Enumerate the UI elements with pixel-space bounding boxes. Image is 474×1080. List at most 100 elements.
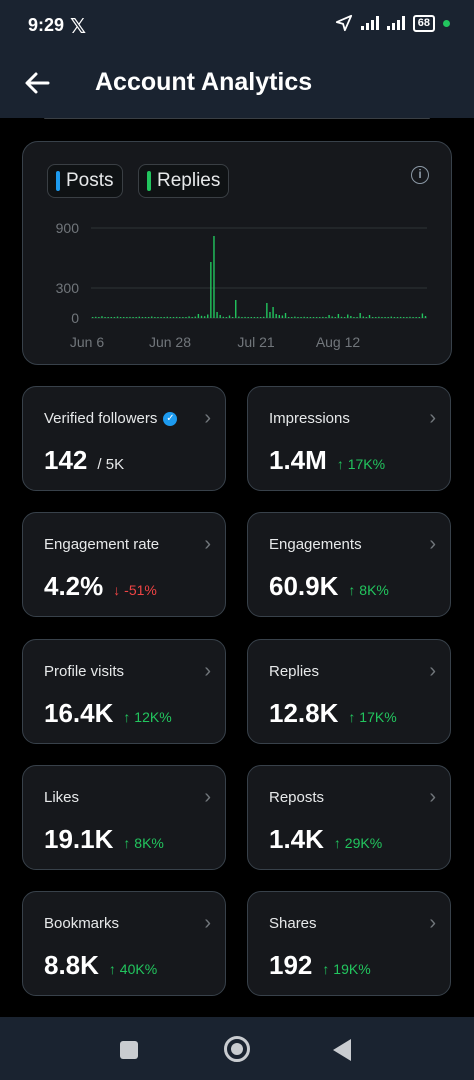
metric-change: ↑ 40K% <box>108 961 158 977</box>
replies-bar <box>175 316 178 318</box>
replies-bar <box>231 317 234 318</box>
metric-label-text: Likes <box>44 789 80 806</box>
metric-change: ↑ 17K% <box>336 456 386 472</box>
home-button[interactable] <box>224 1036 250 1062</box>
chevron-right-icon: › <box>429 660 436 682</box>
replies-bar <box>331 316 333 318</box>
metric-value-row: 1.4K ↑ 29K% <box>269 824 382 855</box>
x-tick-label: Jun 28 <box>149 334 191 350</box>
replies-bar <box>269 312 271 318</box>
metric-label-text: Shares <box>269 915 317 932</box>
app-header: Account Analytics <box>0 52 474 118</box>
chevron-right-icon: › <box>204 912 211 934</box>
replies-bar <box>409 316 411 318</box>
x-tick-label: Jun 6 <box>70 334 104 350</box>
metric-label: Replies <box>269 663 319 680</box>
metric-card-reposts[interactable]: Reposts › 1.4K ↑ 29K% <box>247 765 451 870</box>
replies-bar <box>247 317 249 318</box>
replies-bar <box>399 316 402 318</box>
metric-label-text: Engagements <box>269 536 362 553</box>
status-icons: 68 <box>335 14 450 32</box>
replies-bar <box>154 317 156 318</box>
page-title: Account Analytics <box>95 68 313 96</box>
replies-bar <box>300 317 302 318</box>
metric-value: 8.8K <box>44 950 99 980</box>
x-logo-icon: 𝕏 <box>70 16 87 38</box>
metric-label-text: Reposts <box>269 789 325 806</box>
replies-bar <box>213 236 215 318</box>
replies-bar <box>350 316 352 318</box>
replies-bar <box>104 317 106 318</box>
replies-bar <box>123 317 125 318</box>
recents-button[interactable] <box>120 1041 138 1059</box>
status-time: 9:29 <box>28 15 65 35</box>
replies-bar <box>384 317 386 318</box>
replies-bar <box>306 317 308 318</box>
replies-bar <box>347 314 349 318</box>
metric-card-bookmarks[interactable]: Bookmarks › 8.8K ↑ 40K% <box>22 891 226 996</box>
replies-bar <box>390 316 392 318</box>
replies-bar <box>194 316 196 318</box>
replies-bar <box>263 316 265 318</box>
replies-bar <box>328 315 330 318</box>
legend-posts-toggle[interactable]: Posts <box>47 164 123 198</box>
activity-chart: 900 300 0 Jun 6 Jun 28 Jul 21 Aug 12 <box>56 220 427 350</box>
replies-bar <box>334 317 336 318</box>
metric-value-row: 8.8K ↑ 40K% <box>44 950 157 981</box>
replies-bar <box>272 307 274 318</box>
divider <box>44 118 430 119</box>
replies-bar <box>157 317 159 318</box>
metric-card-replies[interactable]: Replies › 12.8K ↑ 17K% <box>247 639 451 744</box>
replies-bar <box>325 317 327 318</box>
replies-bar <box>415 317 417 318</box>
metric-value-row: 4.2% ↓ -51% <box>44 571 157 602</box>
metric-label-text: Engagement rate <box>44 536 160 553</box>
metric-change: ↑ 12K% <box>123 709 172 725</box>
metric-card-engagements[interactable]: Engagements › 60.9K ↑ 8K% <box>247 512 451 617</box>
metric-value: 4.2% <box>44 571 104 601</box>
metric-label: Shares <box>269 915 317 932</box>
metric-value: 1.4K <box>269 824 324 854</box>
replies-bar <box>368 315 371 318</box>
replies-bar <box>147 317 150 318</box>
metric-card-engagement-rate[interactable]: Engagement rate › 4.2% ↓ -51% <box>22 512 226 617</box>
metric-value-row: 12.8K ↑ 17K% <box>269 698 397 729</box>
info-icon[interactable]: i <box>411 166 429 184</box>
replies-bar <box>132 317 134 318</box>
replies-bar <box>381 317 383 318</box>
replies-bar <box>144 317 147 318</box>
back-arrow-icon[interactable] <box>22 68 52 98</box>
replies-bar <box>95 316 97 318</box>
replies-bar <box>166 316 168 318</box>
signal-2-icon <box>386 16 405 30</box>
metric-value: 12.8K <box>269 698 339 728</box>
metric-label: Engagements <box>269 536 362 553</box>
legend-replies-toggle[interactable]: Replies <box>138 164 230 198</box>
replies-bar <box>291 317 293 318</box>
replies-bar <box>343 317 346 318</box>
metric-card-verified-followers[interactable]: Verified followers ✓ › 142 / 5K <box>22 386 226 491</box>
verified-badge-icon: ✓ <box>163 411 178 426</box>
replies-bar <box>138 316 140 318</box>
replies-bar <box>356 317 358 318</box>
replies-bar <box>197 314 200 318</box>
replies-bar <box>91 317 94 318</box>
replies-bar <box>203 316 206 318</box>
replies-bar <box>113 317 116 318</box>
replies-bar <box>253 317 256 318</box>
metric-card-likes[interactable]: Likes › 19.1K ↑ 8K% <box>22 765 226 870</box>
replies-bar <box>101 316 103 318</box>
replies-bar <box>421 313 424 318</box>
back-button[interactable] <box>333 1039 351 1061</box>
metric-card-impressions[interactable]: Impressions › 1.4M ↑ 17K% <box>247 386 451 491</box>
metric-value: 19.1K <box>44 824 114 854</box>
chart-card: Posts Replies i 900 300 0 Jun 6 Jun 28 Jul 21… <box>22 141 452 365</box>
replies-bar <box>393 317 396 318</box>
replies-bar <box>107 317 109 318</box>
chevron-right-icon: › <box>429 912 436 934</box>
replies-bar <box>371 317 374 318</box>
chevron-right-icon: › <box>429 407 436 429</box>
metric-card-profile-visits[interactable]: Profile visits › 16.4K ↑ 12K% <box>22 639 226 744</box>
replies-swatch <box>147 171 151 191</box>
metric-card-shares[interactable]: Shares › 192 ↑ 19K% <box>247 891 451 996</box>
